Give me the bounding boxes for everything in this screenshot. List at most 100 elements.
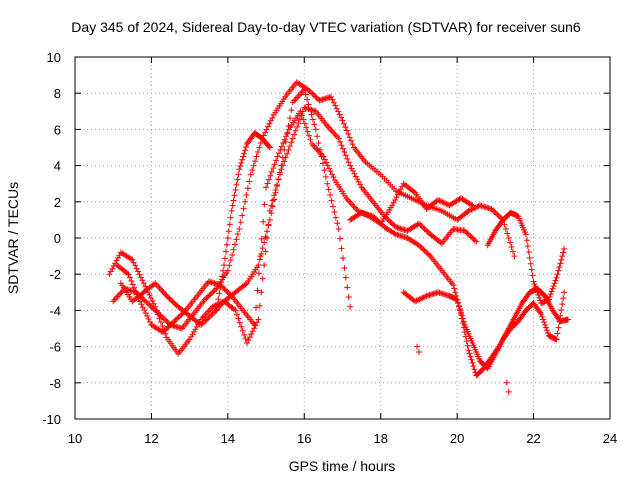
data-point bbox=[467, 353, 474, 360]
data-point bbox=[164, 319, 171, 326]
data-point bbox=[177, 312, 184, 319]
data-point bbox=[224, 288, 231, 295]
data-point bbox=[534, 289, 541, 296]
data-point bbox=[503, 379, 510, 386]
data-point bbox=[137, 274, 144, 281]
data-point bbox=[335, 135, 342, 142]
data-point bbox=[488, 206, 495, 213]
data-point bbox=[460, 318, 467, 325]
data-point bbox=[296, 116, 303, 123]
data-point bbox=[339, 117, 346, 124]
data-point bbox=[527, 260, 534, 267]
data-point bbox=[522, 231, 529, 238]
data-point bbox=[151, 306, 158, 313]
data-point bbox=[274, 181, 281, 188]
data-point bbox=[560, 249, 567, 256]
data-point bbox=[332, 214, 339, 221]
data-point bbox=[292, 127, 299, 134]
data-point bbox=[348, 165, 355, 172]
data-point bbox=[207, 291, 214, 298]
data-point bbox=[299, 108, 306, 115]
data-point bbox=[110, 298, 117, 305]
data-point bbox=[242, 281, 249, 288]
data-point bbox=[418, 244, 425, 251]
y-tick-label: 2 bbox=[54, 195, 61, 210]
data-point bbox=[389, 202, 396, 209]
data-point bbox=[495, 212, 502, 219]
data-point bbox=[424, 228, 431, 235]
data-point bbox=[146, 318, 153, 325]
data-point bbox=[558, 256, 565, 263]
data-point bbox=[289, 99, 296, 106]
y-tick-label: 0 bbox=[54, 231, 61, 246]
data-point bbox=[175, 314, 182, 321]
data-point bbox=[240, 153, 247, 160]
data-point bbox=[541, 319, 548, 326]
data-point bbox=[325, 186, 332, 193]
data-point bbox=[198, 321, 205, 328]
data-point bbox=[280, 139, 287, 146]
data-point bbox=[261, 262, 268, 269]
grid-layer bbox=[75, 57, 610, 419]
data-point bbox=[242, 335, 249, 342]
data-point bbox=[275, 150, 282, 157]
data-point bbox=[414, 296, 421, 303]
data-point bbox=[126, 274, 133, 281]
data-point bbox=[199, 314, 206, 321]
data-point bbox=[304, 128, 311, 135]
data-point bbox=[313, 145, 320, 152]
data-point bbox=[350, 168, 357, 175]
data-point bbox=[396, 188, 403, 195]
data-point bbox=[556, 263, 563, 270]
data-point bbox=[451, 285, 458, 292]
data-point bbox=[469, 359, 476, 366]
data-point bbox=[390, 199, 397, 206]
data-point bbox=[261, 201, 268, 208]
data-point bbox=[211, 287, 218, 294]
data-point bbox=[319, 160, 326, 167]
data-point bbox=[117, 290, 124, 297]
data-point bbox=[143, 298, 150, 305]
data-point bbox=[222, 248, 229, 255]
data-point bbox=[236, 225, 243, 232]
data-point bbox=[344, 284, 351, 291]
data-point bbox=[388, 220, 395, 227]
x-tick-label: 20 bbox=[450, 431, 464, 446]
data-point bbox=[307, 89, 314, 96]
data-point bbox=[553, 274, 560, 281]
data-point bbox=[267, 117, 274, 124]
x-tick-label: 18 bbox=[373, 431, 387, 446]
data-point bbox=[345, 294, 352, 301]
data-point bbox=[215, 296, 222, 303]
data-point bbox=[295, 92, 302, 99]
data-point bbox=[422, 293, 429, 300]
data-point bbox=[390, 221, 397, 228]
chart-title: Day 345 of 2024, Sidereal Day-to-day VTE… bbox=[71, 19, 581, 35]
data-point bbox=[233, 311, 240, 318]
data-point bbox=[228, 207, 235, 214]
data-point bbox=[206, 313, 213, 320]
marks-layer bbox=[106, 79, 571, 395]
data-point bbox=[330, 99, 337, 106]
data-point bbox=[307, 136, 314, 143]
y-tick-label: 8 bbox=[54, 86, 61, 101]
data-point bbox=[145, 315, 152, 322]
y-tick-label: 6 bbox=[54, 122, 61, 137]
data-point bbox=[338, 245, 345, 252]
data-point bbox=[235, 315, 242, 322]
data-point bbox=[237, 219, 244, 226]
data-point bbox=[304, 96, 311, 103]
x-tick-label: 10 bbox=[68, 431, 82, 446]
data-point bbox=[560, 295, 567, 302]
data-point bbox=[144, 300, 151, 307]
data-point bbox=[452, 289, 459, 296]
series-arc-7 bbox=[400, 289, 568, 372]
data-point bbox=[132, 262, 139, 269]
data-point bbox=[355, 178, 362, 185]
data-point bbox=[310, 142, 317, 149]
x-tick-label: 12 bbox=[144, 431, 158, 446]
data-point bbox=[352, 173, 359, 180]
data-point bbox=[303, 124, 310, 131]
data-point bbox=[168, 296, 175, 303]
data-point bbox=[284, 129, 291, 136]
